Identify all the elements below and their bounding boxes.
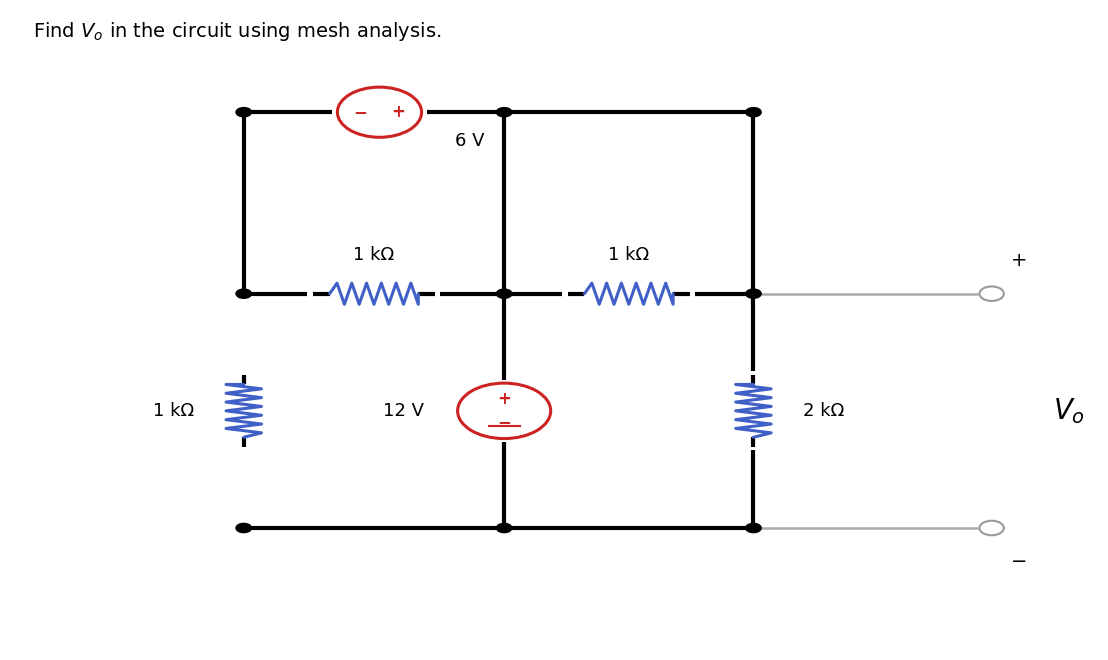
Circle shape xyxy=(746,108,761,117)
Text: 1 kΩ: 1 kΩ xyxy=(353,246,394,264)
Circle shape xyxy=(746,523,761,533)
Text: −: − xyxy=(1012,552,1027,570)
Text: +: + xyxy=(1012,251,1027,270)
Text: $V_o$: $V_o$ xyxy=(1054,396,1085,426)
Circle shape xyxy=(496,289,512,298)
Text: +: + xyxy=(391,103,406,121)
Text: 12 V: 12 V xyxy=(383,402,424,420)
Text: +: + xyxy=(497,390,511,408)
Text: 1 kΩ: 1 kΩ xyxy=(608,246,649,264)
Text: 2 kΩ: 2 kΩ xyxy=(803,402,844,420)
Text: 6 V: 6 V xyxy=(454,132,484,150)
Circle shape xyxy=(236,289,252,298)
Text: 1 kΩ: 1 kΩ xyxy=(153,402,194,420)
Circle shape xyxy=(236,523,252,533)
Text: −: − xyxy=(497,414,511,432)
Circle shape xyxy=(236,108,252,117)
Circle shape xyxy=(496,108,512,117)
Circle shape xyxy=(496,523,512,533)
Circle shape xyxy=(746,289,761,298)
Text: Find $V_o$ in the circuit using mesh analysis.: Find $V_o$ in the circuit using mesh ana… xyxy=(33,20,442,43)
Text: −: − xyxy=(353,103,368,121)
